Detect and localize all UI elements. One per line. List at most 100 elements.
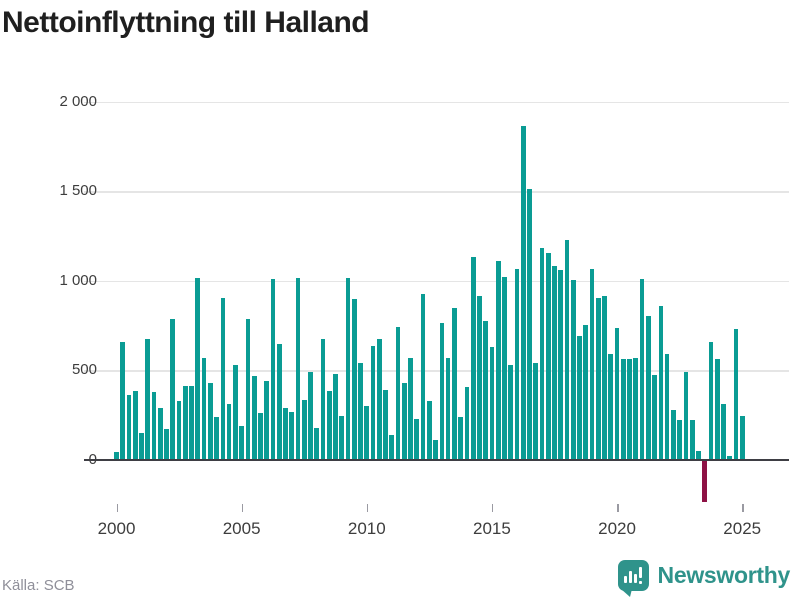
bar-2015-Q4 bbox=[508, 364, 514, 460]
bar-2017-Q2 bbox=[545, 252, 551, 460]
bar-2009-Q4 bbox=[358, 362, 363, 460]
bar-2010-Q2 bbox=[370, 345, 376, 460]
negative-bar-2023-Q3 bbox=[702, 459, 708, 502]
newsworthy-logo-text: Newsworthy bbox=[657, 562, 791, 588]
bar-2000-Q2 bbox=[120, 342, 126, 460]
bar-2000-Q4 bbox=[132, 390, 138, 460]
bar-2015-Q1 bbox=[489, 346, 495, 460]
y-axis-label-1000: 1 000 bbox=[59, 271, 97, 289]
y-axis-label-500: 500 bbox=[71, 361, 97, 379]
bar-2006-Q1 bbox=[264, 380, 270, 460]
bar-2006-Q3 bbox=[276, 344, 282, 460]
gridline-y-1000 bbox=[84, 280, 789, 283]
bar-2016-Q3 bbox=[527, 189, 532, 460]
bar-2009-Q3 bbox=[351, 299, 357, 460]
bar-2018-Q1 bbox=[564, 240, 570, 460]
x-tick-2010 bbox=[366, 504, 369, 512]
bar-2012-Q1 bbox=[414, 419, 420, 460]
newsworthy-bubble-chart-icon bbox=[617, 560, 649, 597]
chart-title: Nettoinflyttning till Halland bbox=[2, 6, 370, 39]
bar-2014-Q4 bbox=[483, 320, 489, 460]
bar-2020-Q1 bbox=[614, 328, 620, 460]
bar-2015-Q2 bbox=[495, 261, 501, 460]
bar-2022-Q3 bbox=[677, 420, 682, 460]
bar-2013-Q1 bbox=[439, 322, 445, 460]
bar-2006-Q2 bbox=[270, 278, 276, 460]
bar-2002-Q2 bbox=[170, 319, 176, 460]
bar-2013-Q4 bbox=[458, 416, 463, 460]
bar-2008-Q2 bbox=[320, 338, 326, 460]
bar-2019-Q4 bbox=[608, 354, 614, 460]
bar-2016-Q4 bbox=[533, 362, 539, 460]
bar-2000-Q3 bbox=[126, 395, 132, 460]
bar-2002-Q4 bbox=[182, 386, 188, 460]
bar-2025-Q1 bbox=[739, 415, 745, 460]
bar-2016-Q1 bbox=[514, 269, 520, 460]
bar-2011-Q2 bbox=[395, 327, 401, 460]
bar-2006-Q4 bbox=[283, 407, 288, 460]
x-axis-label-2010: 2010 bbox=[347, 519, 386, 538]
bar-2005-Q3 bbox=[251, 376, 257, 460]
bar-2020-Q4 bbox=[633, 357, 639, 460]
bar-2021-Q1 bbox=[639, 278, 645, 460]
bar-2018-Q3 bbox=[577, 336, 582, 460]
bar-2012-Q3 bbox=[427, 401, 432, 460]
bar-2014-Q3 bbox=[477, 295, 482, 460]
bar-2018-Q4 bbox=[583, 324, 589, 460]
bar-2019-Q3 bbox=[602, 295, 607, 460]
bar-2024-Q4 bbox=[733, 328, 739, 460]
bar-2018-Q2 bbox=[570, 279, 576, 460]
bar-2022-Q1 bbox=[664, 354, 670, 460]
bar-2004-Q4 bbox=[233, 364, 238, 460]
bar-2023-Q2 bbox=[696, 450, 701, 460]
bar-2001-Q2 bbox=[145, 338, 151, 460]
bar-2019-Q2 bbox=[595, 297, 601, 460]
bar-2019-Q1 bbox=[589, 269, 595, 460]
bar-2008-Q1 bbox=[314, 428, 320, 460]
bar-2022-Q2 bbox=[671, 410, 676, 460]
bar-2012-Q2 bbox=[420, 294, 426, 460]
x-axis-label-2000: 2000 bbox=[97, 519, 136, 538]
bar-2021-Q4 bbox=[658, 305, 664, 460]
source-text: Källa: SCB bbox=[2, 577, 75, 594]
newsworthy-logo: Newsworthy bbox=[617, 560, 791, 597]
bar-2021-Q2 bbox=[646, 315, 651, 460]
gridline-y-1500 bbox=[84, 191, 789, 193]
bar-2023-Q4 bbox=[708, 341, 714, 460]
bar-2000-Q1 bbox=[114, 451, 119, 460]
bar-2002-Q1 bbox=[164, 429, 169, 460]
bar-2010-Q1 bbox=[364, 405, 370, 460]
x-tick-2020 bbox=[617, 504, 619, 512]
bar-2020-Q3 bbox=[627, 359, 632, 460]
bar-2011-Q1 bbox=[389, 434, 395, 460]
bar-2008-Q4 bbox=[333, 373, 338, 460]
x-axis-line bbox=[84, 458, 789, 461]
bar-2013-Q2 bbox=[445, 357, 451, 460]
x-tick-2005 bbox=[241, 504, 244, 512]
bar-2010-Q4 bbox=[383, 389, 388, 460]
bar-2022-Q4 bbox=[683, 371, 689, 460]
bar-2008-Q3 bbox=[326, 390, 332, 460]
bar-2002-Q3 bbox=[176, 400, 182, 460]
speech-bubble-tail bbox=[620, 589, 632, 597]
y-axis-label-1500: 1 500 bbox=[59, 182, 97, 200]
y-axis-label-2000: 2 000 bbox=[59, 92, 97, 110]
bar-2003-Q1 bbox=[189, 386, 194, 460]
y-axis-label-0: 0 bbox=[0, 451, 97, 468]
gridline-y-500 bbox=[84, 370, 789, 372]
gridline-y-2000 bbox=[84, 101, 789, 104]
bar-2021-Q3 bbox=[652, 374, 657, 460]
bar-2013-Q3 bbox=[452, 307, 457, 460]
bar-2003-Q3 bbox=[201, 357, 207, 460]
bar-2001-Q1 bbox=[139, 432, 144, 460]
bar-2023-Q1 bbox=[689, 420, 695, 460]
bar-2024-Q3 bbox=[727, 455, 733, 460]
x-axis-label-2025: 2025 bbox=[723, 519, 762, 538]
bar-2017-Q4 bbox=[558, 269, 564, 460]
bar-2024-Q2 bbox=[721, 404, 726, 460]
bar-2012-Q4 bbox=[433, 439, 438, 460]
bar-2011-Q4 bbox=[408, 357, 413, 460]
bar-2003-Q4 bbox=[208, 382, 213, 460]
bar-2003-Q2 bbox=[195, 278, 201, 460]
bar-2010-Q3 bbox=[376, 338, 382, 460]
